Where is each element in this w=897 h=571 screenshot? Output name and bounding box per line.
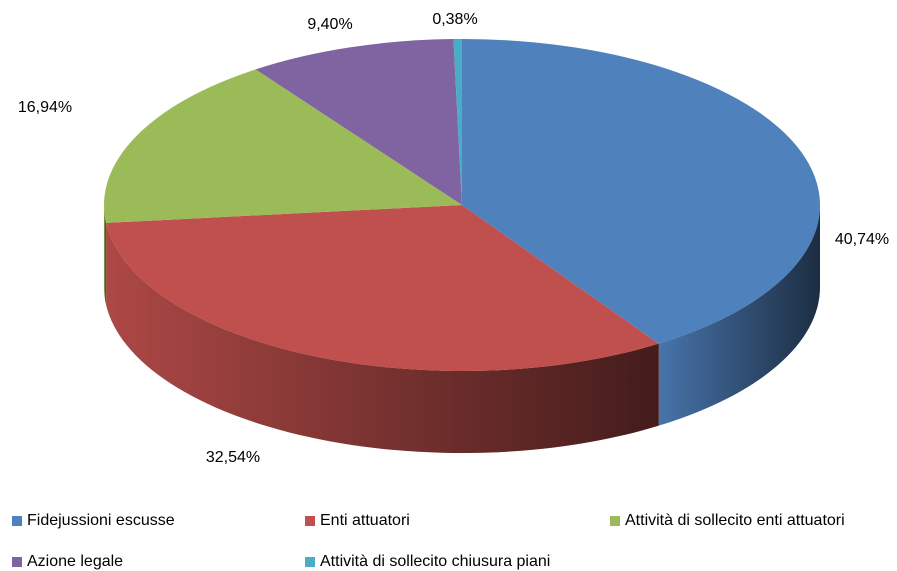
slice-side-shade: [106, 222, 659, 453]
data-label: 40,74%: [835, 231, 889, 248]
legend-label: Enti attuatori: [320, 512, 410, 529]
slice: [255, 39, 462, 205]
slice: [104, 69, 463, 223]
slice-side-shade: [104, 205, 107, 305]
slice: [462, 39, 820, 344]
legend-swatch: [610, 516, 620, 526]
data-label: 32,54%: [206, 449, 260, 466]
legend-label: Fidejussioni escusse: [27, 512, 175, 529]
legend-swatch: [305, 516, 315, 526]
legend-swatch: [12, 516, 22, 526]
legend-swatch: [12, 557, 22, 567]
data-label: 9,40%: [307, 16, 352, 33]
data-label: 16,94%: [18, 99, 72, 116]
slice: [106, 205, 659, 371]
legend-label: Azione legale: [27, 553, 123, 570]
slice: [453, 39, 462, 205]
data-label: 0,38%: [432, 11, 477, 28]
legend-label: Attività di sollecito chiusura piani: [320, 553, 550, 570]
legend-label: Attività di sollecito enti attuatori: [625, 512, 845, 529]
slice-side-shade: [658, 205, 820, 426]
legend-swatch: [305, 557, 315, 567]
